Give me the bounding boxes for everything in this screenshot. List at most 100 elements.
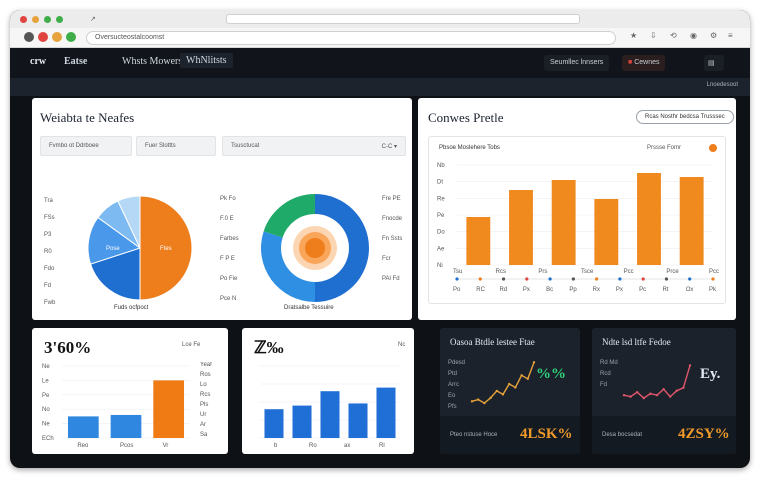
bar-y-label-1: Dt <box>437 180 443 186</box>
kpi1-bar-0 <box>67 416 99 438</box>
donut-left-label-5: Pce N <box>220 296 237 302</box>
maximize-dot-icon[interactable] <box>44 16 51 23</box>
dark2-point-7 <box>669 395 672 398</box>
bar-axis-marker-6 <box>595 277 599 281</box>
kpi1-right-label-4: Pls <box>200 402 208 408</box>
extension-icon[interactable] <box>52 32 62 42</box>
header-button-2[interactable]: ■ Cewnes <box>622 55 666 71</box>
reload-icon[interactable] <box>38 32 48 42</box>
url-field[interactable]: Oversucteostalcoomst <box>86 31 616 45</box>
bar-4 <box>637 173 661 265</box>
dark-card-1: Oasoa Btdle lestee Ftae Pdesd Ptd Arrc Eo Pf… <box>440 328 580 454</box>
donut-ring-segment-2 <box>263 194 315 238</box>
bar-axis-marker-8 <box>641 277 645 281</box>
bar-x-label-6: Pcci <box>709 269 719 275</box>
kpi1-x-label-2: Vr <box>163 443 169 449</box>
dark2-point-5 <box>655 393 659 397</box>
dark2-point-1 <box>629 395 632 398</box>
pie-caption: Fuds ocfpoct <box>114 305 149 311</box>
header-menu-icon[interactable]: ▤ <box>704 55 724 71</box>
dark1-point-8 <box>520 374 523 377</box>
browser-toolbar: Oversucteostalcoomst ★ ⇩ ⟲ ◉ ⚙ ≡ <box>10 28 750 48</box>
dark1-point-5 <box>501 393 505 396</box>
filter-1-label: Fvmbo ot Ddrboee <box>49 143 99 149</box>
window-title-field <box>226 14 580 24</box>
kpi-2-meta: Nc <box>398 342 406 348</box>
dark-card-2: Ndte lsd ltfe Fedoe Rd Md Rcd Fd Ey. Desa … <box>592 328 736 454</box>
share-icon[interactable]: ↗ <box>90 16 96 23</box>
alert-icon: ■ <box>628 59 635 66</box>
filter-dropdown-1[interactable]: Fvmbo ot Ddrboee <box>40 136 132 156</box>
kpi1-right-label-6: Ar <box>200 422 206 428</box>
filter-3-chevron: C-C ▾ <box>381 144 397 150</box>
shield-icon[interactable] <box>66 32 76 42</box>
filter-dropdown-3[interactable]: Tsusctucat C-C ▾ <box>222 136 406 156</box>
filter-3-label: Tsusctucat <box>231 143 260 149</box>
bar-axis-label-3: Px <box>523 287 530 293</box>
kpi1-bar-1 <box>110 414 142 438</box>
back-icon[interactable] <box>24 32 34 42</box>
dark2-point-2 <box>636 390 639 394</box>
close-dot-icon[interactable] <box>20 16 27 23</box>
kpi1-y-label-1: Le <box>42 378 49 384</box>
donut-center-core <box>305 238 325 258</box>
nav-tab-1[interactable]: Eatse <box>64 56 88 67</box>
settings-icon[interactable]: ⚙ <box>710 31 718 40</box>
bar-axis-marker-2 <box>501 277 506 281</box>
dark2-left-label-1: Rcd <box>600 371 611 377</box>
kpi1-y-label-4: Ne <box>42 422 50 428</box>
dark1-left-label-4: Pfs <box>448 404 457 410</box>
dark2-left-label-2: Fd <box>600 382 607 388</box>
bar-y-label-0: Nb <box>437 163 445 169</box>
dark2-point-9 <box>682 386 685 389</box>
bar-axis-label-2: Rd <box>500 287 508 293</box>
pie-slice-4 <box>117 195 141 249</box>
kpi-2-bar-chart: b Ro ax Rl <box>260 365 400 449</box>
bookmark-icon[interactable]: ★ <box>630 31 638 40</box>
dark1-point-3 <box>489 396 492 400</box>
bar-2 <box>551 180 576 265</box>
pie-left-label-4: Fdo <box>44 266 55 272</box>
bar-x-label-5: Prce <box>666 269 679 275</box>
menu-icon[interactable]: ≡ <box>728 31 733 40</box>
dark2-point-3 <box>642 396 645 400</box>
kpi2-x-label-1: Ro <box>309 443 317 449</box>
kpi2-bar-4 <box>376 387 396 438</box>
panel-trend-action-button[interactable]: Rcas Nosthr bedcsa Trusssec <box>636 110 734 124</box>
profile-icon[interactable]: ◉ <box>690 31 697 40</box>
minimize-dot-icon[interactable] <box>32 16 39 23</box>
donut-right-label-0: Fre PE <box>382 196 401 202</box>
kpi2-x-label-2: ax <box>344 443 350 449</box>
bar-axis-label-0: Po <box>453 287 461 293</box>
history-icon[interactable]: ⟲ <box>670 31 677 40</box>
donut-caption: Dratsalbe Tessuire <box>284 305 334 311</box>
kpi2-bar-3 <box>348 403 368 438</box>
kpi1-right-label-0: Yeaf <box>200 362 212 368</box>
donut-left-label-2: Farbes <box>220 236 239 242</box>
donut-ring-segment-0 <box>315 194 369 302</box>
dark1-left-label-3: Eo <box>448 393 456 399</box>
header-button-1[interactable]: Seumllec lnnsers <box>544 55 610 71</box>
pie-left-label-3: R0 <box>44 249 52 255</box>
donut-right-label-4: PAl Fd <box>382 276 400 282</box>
panel-breakdown-title: Weiabta te Neafes <box>40 110 135 125</box>
filter-dropdown-2[interactable]: Fuer Slottts <box>136 136 216 156</box>
bar-x-label-4: Pcc <box>624 269 634 275</box>
header-button-2-label: Cewnes <box>634 59 660 66</box>
app-logo[interactable]: crw <box>30 56 47 67</box>
download-icon[interactable]: ⇩ <box>650 31 657 40</box>
nav-tab-2[interactable]: Whsts Mowers <box>122 56 183 67</box>
bar-x-label-3: Tsce <box>581 269 594 275</box>
kpi-1-meta: Lce Fe <box>182 342 201 348</box>
kpi2-x-label-0: b <box>274 443 278 449</box>
pie-left-label-2: P3 <box>44 232 52 238</box>
pie-slice-2 <box>87 216 142 265</box>
bar-axis-marker-3 <box>525 277 529 281</box>
kpi2-bar-1 <box>292 405 312 438</box>
donut-right-label-3: Fcr <box>382 256 391 262</box>
nav-tab-3[interactable]: WhNlitsts <box>180 53 233 68</box>
donut-left-label-3: F P E <box>220 256 235 262</box>
dark-card-2-stat-value: 4ZSY% <box>678 426 730 442</box>
kpi1-right-label-1: Ros <box>200 372 211 378</box>
pie-slice-1 <box>89 247 141 301</box>
